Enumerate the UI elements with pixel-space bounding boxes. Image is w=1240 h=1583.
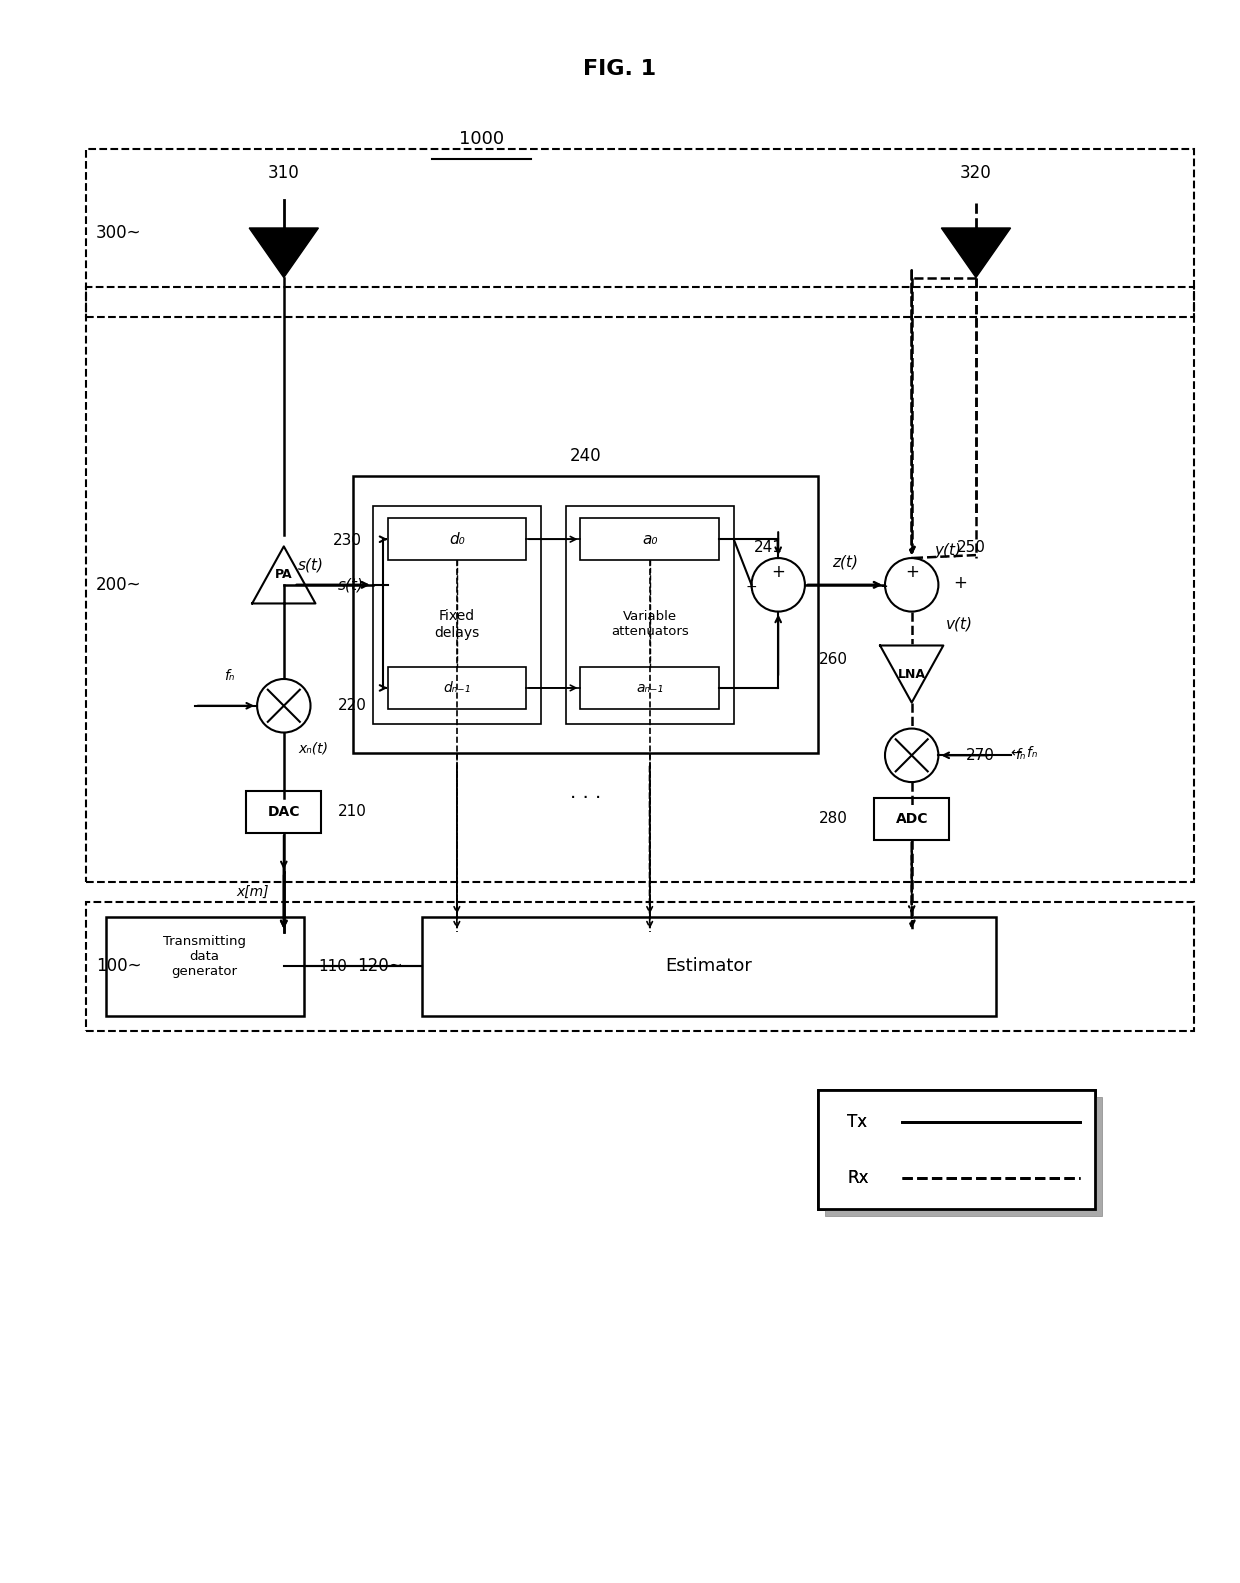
Bar (105, 917, 304, 1016)
Text: 250: 250 (956, 540, 986, 554)
Text: PA: PA (275, 568, 293, 581)
Text: 280: 280 (818, 810, 847, 826)
Bar (86, 149, 1194, 317)
Text: Transmitting
data
generator: Transmitting data generator (164, 936, 247, 978)
Bar (817, 1091, 1095, 1209)
Bar (565, 505, 734, 723)
Bar (817, 1091, 1095, 1209)
Bar (580, 666, 719, 709)
Text: Fixed
delays: Fixed delays (434, 609, 480, 640)
Text: Variable
attenuators: Variable attenuators (611, 611, 688, 638)
Text: Estimator: Estimator (666, 958, 753, 975)
Bar (388, 518, 526, 560)
Circle shape (885, 728, 939, 782)
Text: 260: 260 (818, 652, 847, 666)
Polygon shape (941, 228, 1011, 277)
Text: DAC: DAC (268, 804, 300, 818)
Text: LNA: LNA (898, 668, 926, 681)
Text: 310: 310 (268, 165, 300, 182)
Text: +: + (954, 575, 967, 592)
Text: 241: 241 (754, 540, 782, 554)
Text: +: + (905, 564, 919, 581)
Text: dₙ₋₁: dₙ₋₁ (443, 681, 470, 695)
Text: y(t): y(t) (934, 543, 961, 557)
Text: a₀: a₀ (642, 532, 657, 546)
Polygon shape (880, 646, 944, 703)
Bar (86, 902, 1194, 1031)
Text: 230: 230 (334, 533, 362, 548)
Text: 120~: 120~ (357, 958, 403, 975)
Text: 240: 240 (569, 446, 601, 465)
Text: z(t): z(t) (832, 556, 858, 570)
Polygon shape (249, 228, 319, 277)
Text: 210: 210 (339, 804, 367, 820)
Bar (388, 666, 526, 709)
Text: +: + (745, 579, 758, 594)
Polygon shape (252, 546, 315, 603)
Circle shape (751, 559, 805, 611)
Text: x[m]: x[m] (237, 885, 269, 899)
Bar (423, 917, 996, 1016)
Bar (825, 1097, 1101, 1216)
Text: Rx: Rx (847, 1168, 869, 1187)
Bar (580, 518, 719, 560)
Text: ADC: ADC (895, 812, 928, 826)
Bar (247, 792, 321, 833)
Text: s(t): s(t) (339, 578, 365, 592)
Text: Rx: Rx (847, 1168, 869, 1187)
Text: 110: 110 (319, 959, 347, 974)
Text: 1000: 1000 (459, 130, 505, 147)
Text: fₙ: fₙ (224, 670, 234, 682)
Circle shape (257, 679, 310, 733)
Bar (874, 798, 950, 839)
Text: v(t): v(t) (946, 617, 973, 632)
Text: fₙ: fₙ (1016, 749, 1025, 763)
Bar (353, 476, 817, 754)
Text: 220: 220 (339, 698, 367, 714)
Bar (373, 505, 541, 723)
Text: -: - (882, 578, 889, 597)
Bar (86, 288, 1194, 882)
Text: Tx: Tx (847, 1113, 868, 1132)
Text: Tx: Tx (847, 1113, 868, 1132)
Text: FIG. 1: FIG. 1 (584, 60, 656, 79)
Text: xₙ(t): xₙ(t) (299, 741, 329, 755)
Text: 320: 320 (960, 165, 992, 182)
Text: 100~: 100~ (95, 958, 141, 975)
Text: s(t): s(t) (298, 557, 324, 573)
Text: . . .: . . . (569, 784, 601, 803)
Text: 200~: 200~ (95, 576, 141, 594)
Text: 270: 270 (966, 747, 994, 763)
Text: ← fₙ: ← fₙ (1011, 746, 1037, 760)
Text: 300~: 300~ (95, 223, 141, 242)
Text: aₙ₋₁: aₙ₋₁ (636, 681, 663, 695)
Text: +: + (771, 564, 785, 581)
Circle shape (885, 559, 939, 611)
Text: d₀: d₀ (449, 532, 465, 546)
